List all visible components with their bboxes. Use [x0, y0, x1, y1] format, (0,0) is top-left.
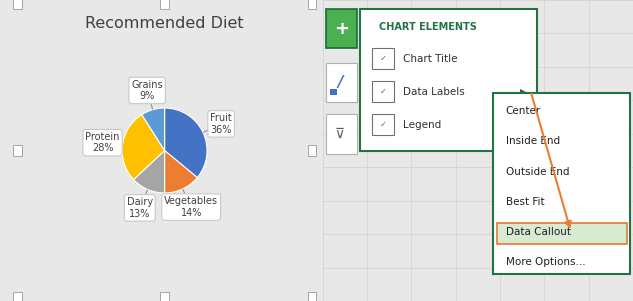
- Wedge shape: [134, 150, 165, 193]
- FancyBboxPatch shape: [13, 144, 22, 157]
- Text: More Options...: More Options...: [506, 257, 586, 267]
- FancyBboxPatch shape: [330, 89, 337, 95]
- FancyBboxPatch shape: [360, 9, 537, 150]
- FancyBboxPatch shape: [494, 93, 630, 274]
- FancyBboxPatch shape: [13, 292, 22, 301]
- Text: ✓: ✓: [380, 54, 387, 63]
- Text: Chart Title: Chart Title: [403, 54, 458, 64]
- FancyBboxPatch shape: [372, 114, 394, 135]
- Text: /: /: [337, 75, 342, 90]
- Text: Best Fit: Best Fit: [506, 197, 544, 207]
- Text: Data Labels: Data Labels: [403, 87, 465, 97]
- Text: Grains
9%: Grains 9%: [131, 80, 163, 109]
- Text: Data Callout: Data Callout: [506, 227, 571, 237]
- Text: Fruit
36%: Fruit 36%: [204, 113, 232, 135]
- Text: +: +: [334, 20, 349, 38]
- FancyBboxPatch shape: [13, 0, 22, 9]
- Text: Recommended Diet: Recommended Diet: [85, 16, 244, 31]
- Wedge shape: [165, 108, 207, 178]
- Wedge shape: [142, 108, 165, 150]
- FancyBboxPatch shape: [160, 292, 169, 301]
- Text: Protein
28%: Protein 28%: [85, 132, 120, 154]
- Text: ⊽: ⊽: [335, 127, 345, 141]
- Text: Legend: Legend: [403, 120, 442, 130]
- Text: Inside End: Inside End: [506, 136, 560, 147]
- FancyBboxPatch shape: [372, 48, 394, 69]
- FancyBboxPatch shape: [326, 9, 357, 48]
- Text: Outside End: Outside End: [506, 166, 569, 177]
- FancyBboxPatch shape: [308, 144, 316, 157]
- Text: Center: Center: [506, 106, 541, 116]
- Text: ▶: ▶: [520, 87, 526, 96]
- FancyBboxPatch shape: [326, 63, 357, 102]
- FancyBboxPatch shape: [160, 0, 169, 9]
- Wedge shape: [165, 150, 197, 193]
- FancyBboxPatch shape: [496, 223, 627, 244]
- Text: ✓: ✓: [380, 87, 387, 96]
- FancyBboxPatch shape: [372, 81, 394, 102]
- FancyBboxPatch shape: [308, 0, 316, 9]
- Wedge shape: [122, 115, 165, 180]
- Text: Dairy
13%: Dairy 13%: [127, 190, 153, 219]
- Text: CHART ELEMENTS: CHART ELEMENTS: [379, 22, 477, 32]
- Text: ✓: ✓: [380, 120, 387, 129]
- FancyBboxPatch shape: [308, 292, 316, 301]
- Text: Vegetables
14%: Vegetables 14%: [164, 189, 218, 218]
- FancyBboxPatch shape: [326, 114, 357, 154]
